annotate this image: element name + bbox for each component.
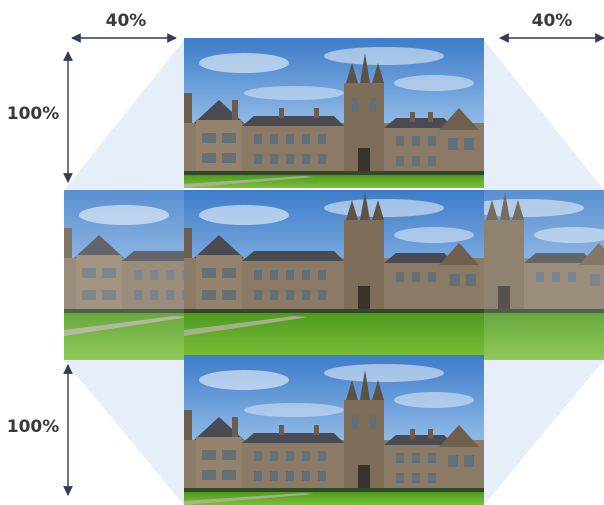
projection-shading: [64, 40, 604, 505]
bottom-image: [184, 355, 484, 505]
top-height-label: 100%: [7, 104, 60, 124]
left-width-label: 40%: [106, 11, 147, 31]
bottom-height-label: 100%: [7, 417, 60, 437]
right-width-label: 40%: [532, 11, 573, 31]
middle-center-image: [184, 190, 484, 360]
top-image: [184, 38, 484, 188]
